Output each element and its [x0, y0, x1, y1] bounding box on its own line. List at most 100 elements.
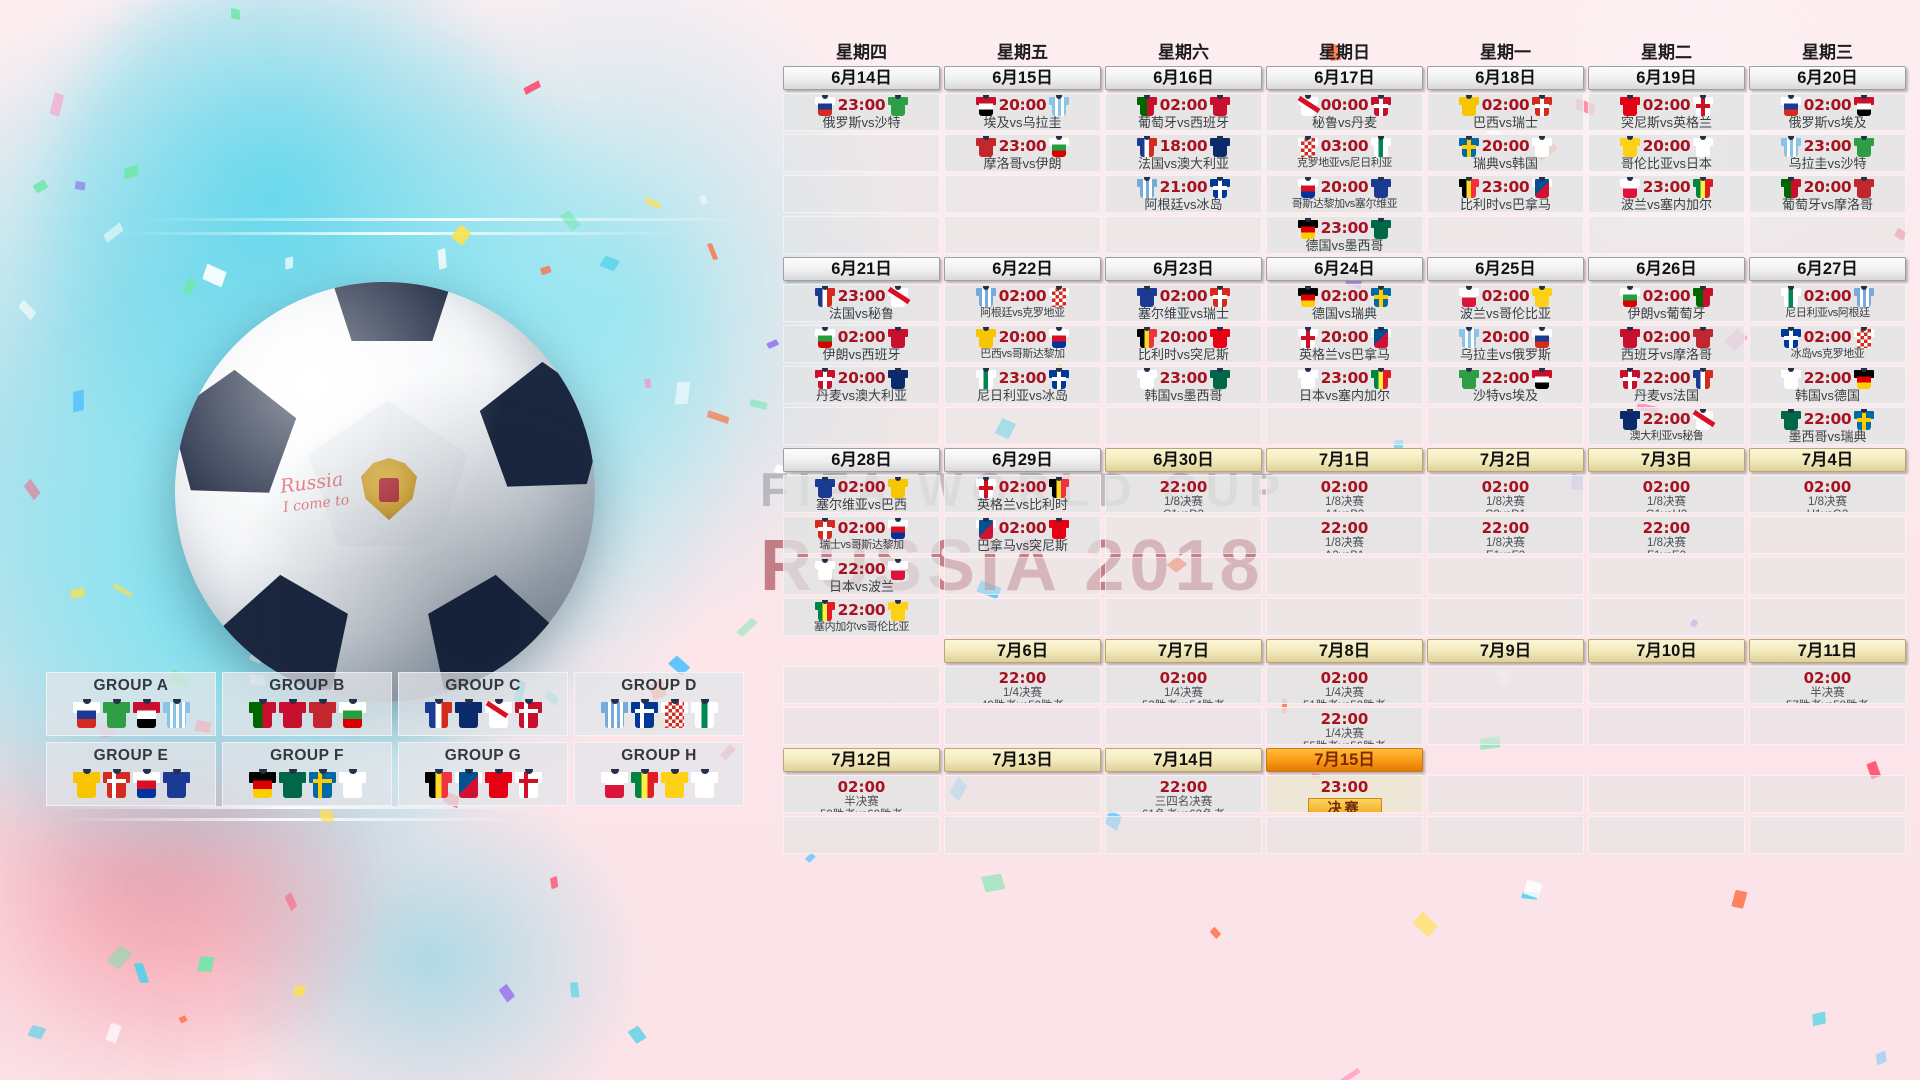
match-cell[interactable]: 02:001/4决赛53胜者vs54胜者 — [1105, 666, 1262, 704]
match-cell[interactable]: 20:00 埃及vs乌拉圭 — [944, 93, 1101, 131]
match-cell[interactable]: 20:00 乌拉圭vs俄罗斯 — [1427, 325, 1584, 363]
match-cell[interactable]: 23:00 决赛 — [1266, 775, 1423, 813]
date-cell[interactable]: 7月8日 — [1266, 639, 1423, 663]
match-cell[interactable]: 20:00 巴西vs哥斯达黎加 — [944, 325, 1101, 363]
match-cell[interactable]: 02:00 葡萄牙vs西班牙 — [1105, 93, 1262, 131]
match-cell[interactable]: 02:00 俄罗斯vs埃及 — [1749, 93, 1906, 131]
date-cell[interactable]: 6月26日 — [1588, 257, 1745, 281]
match-cell[interactable]: 23:00 尼日利亚vs冰岛 — [944, 366, 1101, 404]
match-cell[interactable]: 22:001/8决赛C1vsD2 — [1105, 475, 1262, 513]
date-cell[interactable]: 6月24日 — [1266, 257, 1423, 281]
date-cell[interactable]: 7月7日 — [1105, 639, 1262, 663]
match-cell[interactable]: 02:00 冰岛vs克罗地亚 — [1749, 325, 1906, 363]
match-cell[interactable]: 22:00 丹麦vs法国 — [1588, 366, 1745, 404]
match-cell[interactable]: 20:00 哥伦比亚vs日本 — [1588, 134, 1745, 172]
match-cell[interactable]: 02:00 巴拿马vs突尼斯 — [944, 516, 1101, 554]
group-box-group-a[interactable]: GROUP A — [46, 672, 216, 736]
match-cell[interactable]: 20:00 哥斯达黎加vs塞尔维亚 — [1266, 175, 1423, 213]
match-cell[interactable]: 02:00 伊朗vs葡萄牙 — [1588, 284, 1745, 322]
match-cell[interactable]: 22:00 澳大利亚vs秘鲁 — [1588, 407, 1745, 445]
date-cell[interactable]: 6月27日 — [1749, 257, 1906, 281]
date-cell[interactable]: 7月15日 — [1266, 748, 1423, 772]
group-box-group-g[interactable]: GROUP G — [398, 742, 568, 806]
match-cell[interactable]: 22:00 韩国vs德国 — [1749, 366, 1906, 404]
date-cell[interactable]: 7月12日 — [783, 748, 940, 772]
match-cell[interactable]: 18:00 法国vs澳大利亚 — [1105, 134, 1262, 172]
match-cell[interactable]: 22:00 墨西哥vs瑞典 — [1749, 407, 1906, 445]
match-cell[interactable]: 22:00三四名决赛61负者vs62负者 — [1105, 775, 1262, 813]
date-cell[interactable]: 7月6日 — [944, 639, 1101, 663]
match-cell[interactable]: 02:00半决赛57胜者vs58胜者 — [1749, 666, 1906, 704]
match-cell[interactable]: 20:00 英格兰vs巴拿马 — [1266, 325, 1423, 363]
date-cell[interactable]: 6月30日 — [1105, 448, 1262, 472]
match-cell[interactable]: 20:00 葡萄牙vs摩洛哥 — [1749, 175, 1906, 213]
match-cell[interactable]: 00:00 秘鲁vs丹麦 — [1266, 93, 1423, 131]
match-cell[interactable]: 22:001/8决赛E1vsF2 — [1427, 516, 1584, 554]
match-cell[interactable]: 23:00 德国vs墨西哥 — [1266, 216, 1423, 254]
date-cell[interactable]: 7月14日 — [1105, 748, 1262, 772]
match-cell[interactable]: 03:00 克罗地亚vs尼日利亚 — [1266, 134, 1423, 172]
group-box-group-c[interactable]: GROUP C — [398, 672, 568, 736]
group-box-group-f[interactable]: GROUP F — [222, 742, 392, 806]
date-cell[interactable]: 7月3日 — [1588, 448, 1745, 472]
match-cell[interactable]: 02:00 西班牙vs摩洛哥 — [1588, 325, 1745, 363]
date-cell[interactable]: 6月21日 — [783, 257, 940, 281]
match-cell[interactable]: 22:001/8决赛A2vsB1 — [1266, 516, 1423, 554]
date-cell[interactable]: 6月19日 — [1588, 66, 1745, 90]
match-cell[interactable]: 02:00 阿根廷vs克罗地亚 — [944, 284, 1101, 322]
date-cell[interactable]: 6月25日 — [1427, 257, 1584, 281]
match-cell[interactable]: 02:00 德国vs瑞典 — [1266, 284, 1423, 322]
match-cell[interactable]: 23:00 法国vs秘鲁 — [783, 284, 940, 322]
match-cell[interactable]: 23:00 比利时vs巴拿马 — [1427, 175, 1584, 213]
match-cell[interactable]: 20:00 瑞典vs韩国 — [1427, 134, 1584, 172]
match-cell[interactable]: 22:001/8决赛F1vsE2 — [1588, 516, 1745, 554]
date-cell[interactable]: 7月10日 — [1588, 639, 1745, 663]
match-cell[interactable]: 23:00 俄罗斯vs沙特 — [783, 93, 940, 131]
match-cell[interactable]: 02:00 瑞士vs哥斯达黎加 — [783, 516, 940, 554]
date-cell[interactable]: 7月13日 — [944, 748, 1101, 772]
match-cell[interactable]: 22:001/4决赛49胜者vs50胜者 — [944, 666, 1101, 704]
match-cell[interactable]: 02:00 巴西vs瑞士 — [1427, 93, 1584, 131]
match-cell[interactable]: 02:001/8决赛H1vsG2 — [1749, 475, 1906, 513]
match-cell[interactable]: 02:001/8决赛C2vsD1 — [1427, 475, 1584, 513]
match-cell[interactable]: 02:001/8决赛G1vsH2 — [1588, 475, 1745, 513]
match-cell[interactable]: 23:00 波兰vs塞内加尔 — [1588, 175, 1745, 213]
match-cell[interactable]: 02:00半决赛59胜者vs60胜者 — [783, 775, 940, 813]
match-cell[interactable]: 02:00 塞尔维亚vs瑞士 — [1105, 284, 1262, 322]
match-cell[interactable]: 02:001/8决赛A1vsB2 — [1266, 475, 1423, 513]
match-cell[interactable]: 22:001/4决赛55胜者vs56胜者 — [1266, 707, 1423, 745]
match-cell[interactable]: 22:00 日本vs波兰 — [783, 557, 940, 595]
date-cell[interactable]: 6月14日 — [783, 66, 940, 90]
date-cell[interactable]: 6月20日 — [1749, 66, 1906, 90]
date-cell[interactable]: 6月28日 — [783, 448, 940, 472]
date-cell[interactable]: 6月16日 — [1105, 66, 1262, 90]
date-cell[interactable]: 7月9日 — [1427, 639, 1584, 663]
date-cell[interactable]: 7月4日 — [1749, 448, 1906, 472]
match-cell[interactable]: 20:00 比利时vs突尼斯 — [1105, 325, 1262, 363]
group-box-group-h[interactable]: GROUP H — [574, 742, 744, 806]
date-cell[interactable]: 6月17日 — [1266, 66, 1423, 90]
match-cell[interactable]: 21:00 阿根廷vs冰岛 — [1105, 175, 1262, 213]
date-cell[interactable]: 7月1日 — [1266, 448, 1423, 472]
group-box-group-b[interactable]: GROUP B — [222, 672, 392, 736]
match-cell[interactable]: 23:00 乌拉圭vs沙特 — [1749, 134, 1906, 172]
match-cell[interactable]: 02:00 尼日利亚vs阿根廷 — [1749, 284, 1906, 322]
match-cell[interactable]: 02:00 波兰vs哥伦比亚 — [1427, 284, 1584, 322]
match-cell[interactable]: 23:00 摩洛哥vs伊朗 — [944, 134, 1101, 172]
match-cell[interactable]: 22:00 沙特vs埃及 — [1427, 366, 1584, 404]
match-cell[interactable]: 02:00 塞尔维亚vs巴西 — [783, 475, 940, 513]
match-cell[interactable]: 22:00 塞内加尔vs哥伦比亚 — [783, 598, 940, 636]
date-cell[interactable]: 6月22日 — [944, 257, 1101, 281]
match-cell[interactable]: 02:00 英格兰vs比利时 — [944, 475, 1101, 513]
date-cell[interactable]: 6月15日 — [944, 66, 1101, 90]
group-box-group-e[interactable]: GROUP E — [46, 742, 216, 806]
match-cell[interactable]: 02:00 突尼斯vs英格兰 — [1588, 93, 1745, 131]
date-cell[interactable]: 6月23日 — [1105, 257, 1262, 281]
date-cell[interactable]: 6月18日 — [1427, 66, 1584, 90]
match-cell[interactable]: 23:00 日本vs塞内加尔 — [1266, 366, 1423, 404]
date-cell[interactable]: 6月29日 — [944, 448, 1101, 472]
date-cell[interactable]: 7月2日 — [1427, 448, 1584, 472]
match-cell[interactable]: 23:00 韩国vs墨西哥 — [1105, 366, 1262, 404]
match-cell[interactable]: 02:001/4决赛51胜者vs52胜者 — [1266, 666, 1423, 704]
date-cell[interactable]: 7月11日 — [1749, 639, 1906, 663]
